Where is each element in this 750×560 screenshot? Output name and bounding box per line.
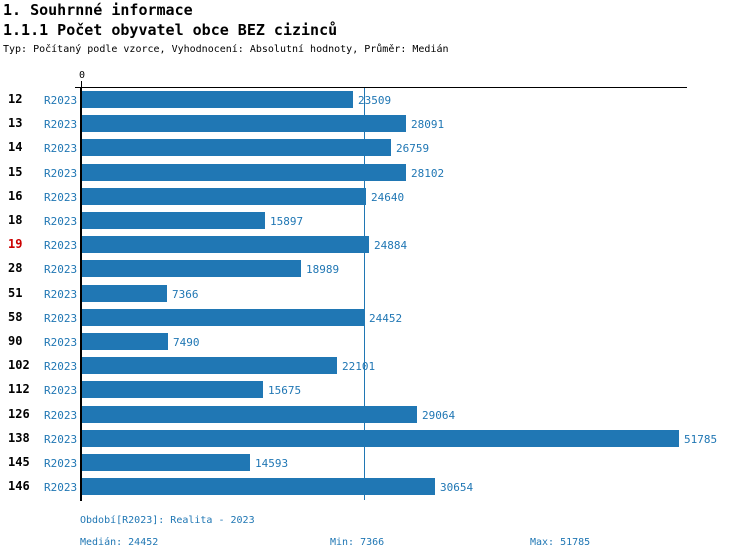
chart-meta-line: Typ: Počítaný podle vzorce, Vyhodnocení:… — [3, 44, 449, 55]
row-period-label: R2023 — [44, 191, 78, 204]
bar-row: 138 R2023 51785 — [0, 430, 750, 447]
row-id-label: 15 — [8, 165, 23, 179]
bar-row: 16 R2023 24640 — [0, 188, 750, 205]
footer-max-label: Max: 51785 — [530, 537, 591, 548]
bar-row: 51 R2023 7366 — [0, 285, 750, 302]
value-bar — [82, 478, 435, 495]
row-period-label: R2023 — [44, 433, 78, 446]
value-bar — [82, 357, 337, 374]
value-bar — [82, 91, 353, 108]
row-id-label: 12 — [8, 92, 23, 106]
row-id-label: 138 — [8, 431, 30, 445]
row-period-label: R2023 — [44, 263, 78, 276]
value-bar — [82, 164, 406, 181]
row-id-label: 90 — [8, 334, 23, 348]
footer-median-label: Medián: 24452 — [80, 537, 159, 548]
row-id-label: 18 — [8, 213, 23, 227]
value-bar — [82, 115, 406, 132]
row-period-label: R2023 — [44, 288, 78, 301]
footer-min-label: Min: 7366 — [330, 537, 385, 548]
bar-value-label: 24452 — [369, 312, 403, 325]
bar-value-label: 15897 — [270, 215, 304, 228]
value-bar — [82, 406, 417, 423]
bar-row: 19 R2023 24884 — [0, 236, 750, 253]
row-period-label: R2023 — [44, 336, 78, 349]
row-period-label: R2023 — [44, 312, 78, 325]
bar-value-label: 29064 — [422, 409, 456, 422]
bar-row: 90 R2023 7490 — [0, 333, 750, 350]
section-title: 1.1.1 Počet obyvatel obce BEZ cizinců — [3, 21, 338, 39]
value-bar — [82, 285, 167, 302]
value-bar — [82, 333, 168, 350]
bar-row: 18 R2023 15897 — [0, 212, 750, 229]
bar-value-label: 24884 — [374, 239, 408, 252]
bar-row: 15 R2023 28102 — [0, 164, 750, 181]
bar-row: 28 R2023 18989 — [0, 260, 750, 277]
value-bar — [82, 309, 364, 326]
bar-row: 13 R2023 28091 — [0, 115, 750, 132]
value-bar — [82, 212, 265, 229]
row-id-label: 102 — [8, 358, 30, 372]
bar-value-label: 51785 — [684, 433, 718, 446]
row-period-label: R2023 — [44, 118, 78, 131]
bar-row: 112 R2023 15675 — [0, 381, 750, 398]
y-axis-line — [80, 87, 82, 501]
value-bar — [82, 236, 369, 253]
value-bar — [82, 454, 250, 471]
bar-row: 145 R2023 14593 — [0, 454, 750, 471]
bar-row: 58 R2023 24452 — [0, 309, 750, 326]
bar-value-label: 23509 — [358, 94, 392, 107]
value-bar — [82, 139, 391, 156]
axis-zero-label: 0 — [78, 70, 86, 81]
row-period-label: R2023 — [44, 239, 78, 252]
value-bar — [82, 381, 263, 398]
row-period-label: R2023 — [44, 409, 78, 422]
row-id-label: 126 — [8, 407, 30, 421]
row-period-label: R2023 — [44, 215, 78, 228]
bar-row: 102 R2023 22101 — [0, 357, 750, 374]
bar-value-label: 7366 — [172, 288, 199, 301]
row-id-label: 51 — [8, 286, 23, 300]
bar-row: 12 R2023 23509 — [0, 91, 750, 108]
row-id-label: 145 — [8, 455, 30, 469]
bar-row: 146 R2023 30654 — [0, 478, 750, 495]
row-id-label: 58 — [8, 310, 23, 324]
bar-value-label: 26759 — [396, 142, 430, 155]
value-bar — [82, 430, 679, 447]
footer-period-label: Období[R2023]: Realita - 2023 — [80, 515, 255, 526]
row-id-label: 146 — [8, 479, 30, 493]
row-id-label: 16 — [8, 189, 23, 203]
bar-row: 14 R2023 26759 — [0, 139, 750, 156]
bar-value-label: 15675 — [268, 384, 302, 397]
row-period-label: R2023 — [44, 481, 78, 494]
row-period-label: R2023 — [44, 457, 78, 470]
row-id-label: 13 — [8, 116, 23, 130]
bar-value-label: 28091 — [411, 118, 445, 131]
row-period-label: R2023 — [44, 384, 78, 397]
axis-top-line — [75, 87, 687, 88]
bar-value-label: 24640 — [371, 191, 405, 204]
row-id-label: 14 — [8, 140, 23, 154]
row-period-label: R2023 — [44, 142, 78, 155]
row-period-label: R2023 — [44, 94, 78, 107]
row-id-label: 112 — [8, 382, 30, 396]
axis-zero-tick — [81, 81, 82, 87]
bar-value-label: 7490 — [173, 336, 200, 349]
value-bar — [82, 260, 301, 277]
row-id-label: 19 — [8, 237, 23, 251]
bar-value-label: 30654 — [440, 481, 474, 494]
bar-value-label: 18989 — [306, 263, 340, 276]
median-reference-line — [364, 88, 365, 500]
bar-value-label: 28102 — [411, 167, 445, 180]
value-bar — [82, 188, 366, 205]
report-title: 1. Souhrnné informace — [3, 1, 193, 19]
bar-value-label: 22101 — [342, 360, 376, 373]
bar-value-label: 14593 — [255, 457, 289, 470]
row-id-label: 28 — [8, 261, 23, 275]
row-period-label: R2023 — [44, 167, 78, 180]
bar-row: 126 R2023 29064 — [0, 406, 750, 423]
row-period-label: R2023 — [44, 360, 78, 373]
